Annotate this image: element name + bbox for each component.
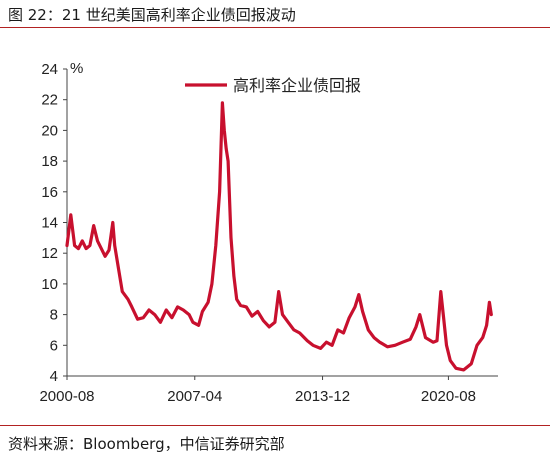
title-rule [0,27,550,28]
y-tick-label: 16 [41,184,58,201]
figure-title: 图 22：21 世纪美国高利率企业债回报波动 [8,6,296,24]
x-tick-label: 2013-12 [295,388,350,405]
chart-legend: 高利率企业债回报 [185,77,361,95]
line-chart: 4 6 8 10 12 14 16 18 20 22 24 % 2000-08 2007-04 2013-1… [39,60,498,405]
y-tick-label: 22 [41,92,58,109]
y-tick-label: 12 [41,245,58,262]
y-tick-label: 18 [41,153,58,170]
x-tick-label: 2007-04 [167,388,222,405]
x-tick-label: 2020-08 [421,388,476,405]
y-tick-label: 4 [50,368,58,385]
chart-axes [66,69,498,377]
source-note: 资料来源：Bloomberg，中信证券研究部 [8,435,285,453]
chart-ticks: 4 6 8 10 12 14 16 18 20 22 24 % 2000-08 2007-04 2013-1… [39,60,475,405]
y-tick-label: 20 [41,122,58,139]
source-rule [0,425,550,426]
y-unit-label: % [70,60,83,77]
legend-label: 高利率企业债回报 [233,77,361,95]
y-tick-label: 6 [50,337,58,354]
y-tick-label: 10 [41,276,58,293]
series-line [65,101,493,372]
chart-series [65,101,493,372]
y-tick-label: 14 [41,215,58,232]
y-tick-label: 24 [41,61,58,78]
x-tick-label: 2000-08 [39,388,94,405]
y-tick-label: 8 [50,307,58,324]
